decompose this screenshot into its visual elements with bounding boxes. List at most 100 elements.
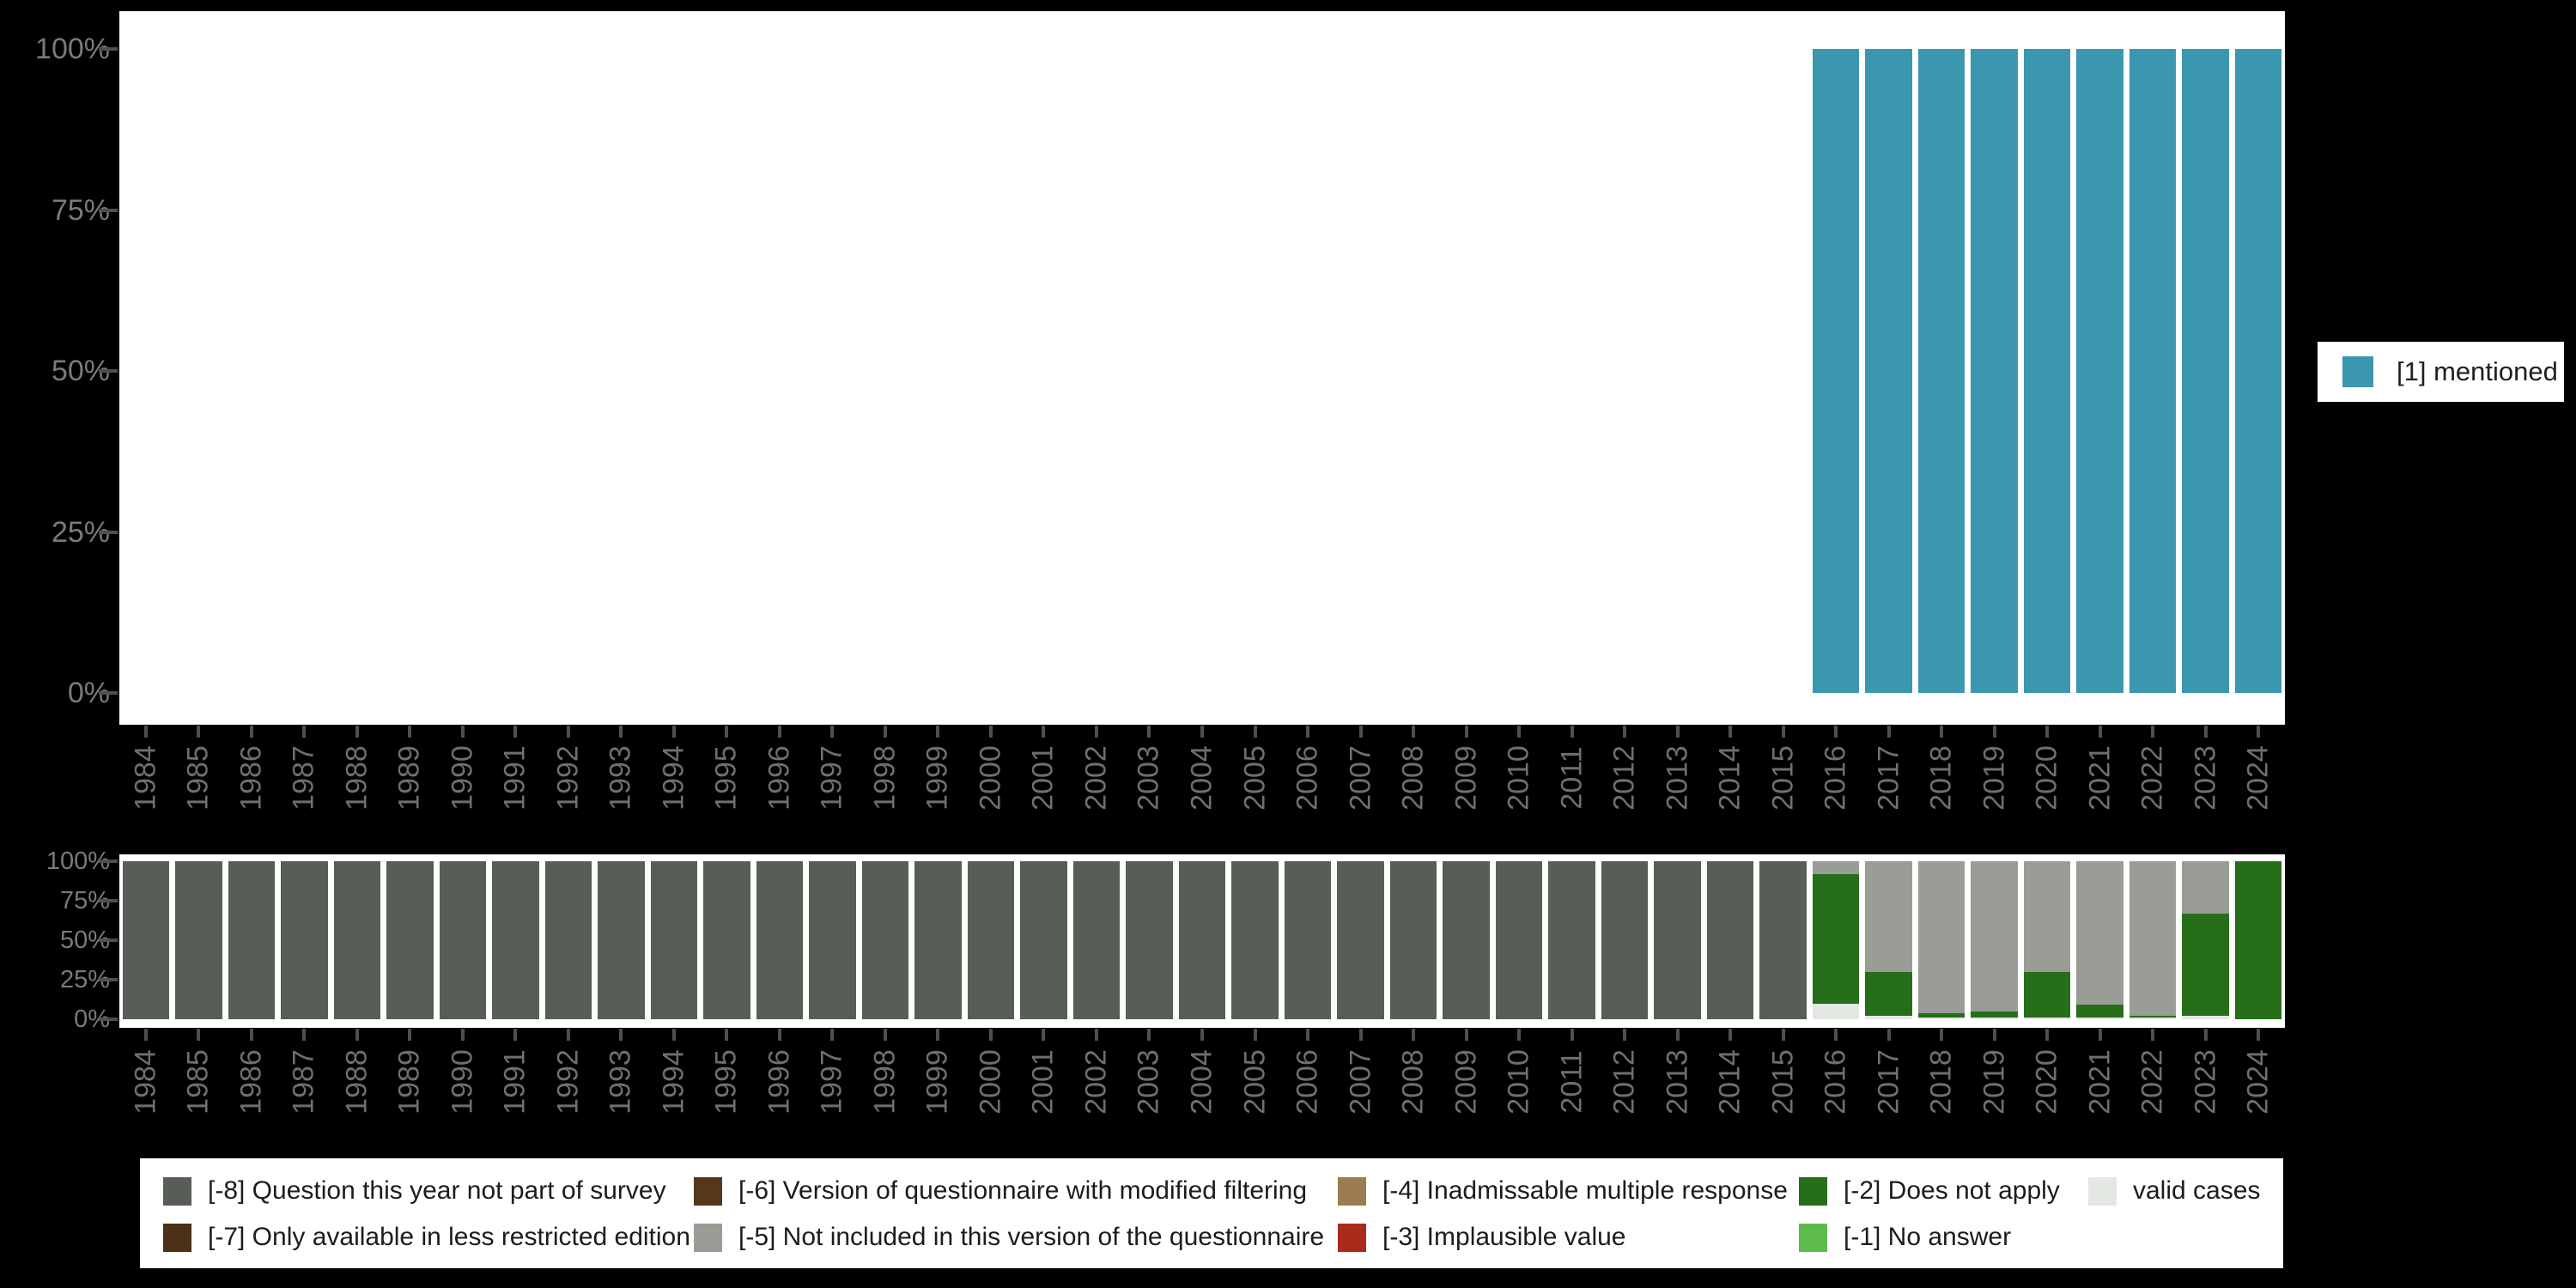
bottom-chart-bar-segment-2023 (2182, 913, 2229, 1017)
top-chart-xtick-mark (355, 726, 359, 738)
bottom-chart-xtick-mark (1517, 1029, 1522, 1041)
top-chart-year-label: 1991 (498, 745, 532, 811)
bottom-chart-xtick-mark (1834, 1029, 1838, 1041)
bottom-chart-year-label: 2006 (1291, 1049, 1324, 1115)
bottom-chart-bar-segment-1993 (598, 861, 645, 1019)
bottom-chart-bar-segment-2001 (1020, 861, 1067, 1019)
bottom-chart-bar-segment-2019 (1971, 1011, 2018, 1018)
bottom-chart-xtick-mark (2098, 1029, 2102, 1041)
top-chart-xtick-mark (460, 726, 465, 738)
top-chart-xtick-mark (1200, 726, 1204, 738)
top-chart-year-label: 2003 (1132, 745, 1165, 811)
bottom-chart-xtick-mark (1570, 1029, 1574, 1041)
top-chart-bar-segment-2016 (1812, 49, 1860, 693)
bottom-chart-ytick-mark (99, 860, 118, 863)
legend-label-minus6: [-6] Version of questionnaire with modif… (738, 1176, 1308, 1205)
top-chart-bar-segment-2021 (2076, 49, 2123, 693)
top-chart-xtick-mark (777, 726, 781, 738)
top-chart-year-label: 2007 (1344, 745, 1377, 811)
bottom-chart-year-label: 1993 (604, 1049, 637, 1115)
top-chart-xtick-mark (1094, 726, 1098, 738)
top-chart-xtick-mark (408, 726, 412, 738)
bottom-chart-xtick-mark (1147, 1029, 1151, 1041)
bottom-chart-xtick-mark (1358, 1029, 1363, 1041)
bottom-chart-bar-segment-1999 (914, 861, 962, 1019)
bottom-chart-xtick-mark (1623, 1029, 1627, 1041)
bottom-chart-ytick-mark (99, 978, 118, 981)
legend-swatch-minus4 (1338, 1177, 1366, 1206)
bottom-chart-xtick-mark (1042, 1029, 1046, 1041)
bottom-chart-year-label: 1995 (709, 1049, 743, 1115)
legend-swatch-minus1 (1799, 1224, 1827, 1252)
legend-label-minus1: [-1] No answer (1844, 1223, 2012, 1251)
bottom-chart-year-label: 2010 (1502, 1049, 1535, 1115)
top-chart-xtick-mark (249, 726, 253, 738)
top-chart-xtick-mark (725, 726, 729, 738)
bottom-chart-xtick-mark (1940, 1029, 1944, 1041)
top-chart-xtick-mark (2257, 726, 2261, 738)
bottom-chart-bar-segment-2006 (1284, 861, 1332, 1019)
bottom-chart-xtick-mark (2151, 1029, 2155, 1041)
bottom-chart-year-label: 1994 (657, 1049, 690, 1115)
bottom-chart-bar-segment-1995 (703, 861, 750, 1019)
bottom-chart-xtick-mark (988, 1029, 993, 1041)
top-chart-year-label: 1986 (234, 745, 268, 811)
legend-label-minus3: [-3] Implausible value (1382, 1223, 1626, 1251)
top-chart-year-label: 1985 (181, 745, 215, 811)
bottom-chart-bar-segment-2022 (2129, 1016, 2177, 1018)
bottom-chart-xtick-mark (408, 1029, 412, 1041)
top-chart-year-label: 2022 (2136, 745, 2169, 811)
bottom-chart-bar-segment-1987 (281, 861, 328, 1019)
bottom-chart-xtick-mark (1094, 1029, 1098, 1041)
bottom-chart-bar-segment-2019 (1971, 861, 2018, 1012)
bottom-chart-xtick-mark (249, 1029, 253, 1041)
top-chart-xtick-mark (1358, 726, 1363, 738)
top-chart-xtick-mark (883, 726, 887, 738)
bottom-chart-year-label: 2004 (1185, 1049, 1218, 1115)
bottom-chart-ytick-mark (99, 939, 118, 942)
top-chart-year-label: 2012 (1607, 745, 1641, 811)
bottom-chart-year-label: 2020 (2030, 1049, 2063, 1115)
bottom-chart-bar-segment-2020 (2023, 861, 2071, 972)
top-chart-bar-segment-2022 (2129, 49, 2177, 693)
top-chart-ytick-mark (99, 530, 118, 534)
bottom-chart-xtick-mark (197, 1029, 201, 1041)
top-chart-xtick-mark (1147, 726, 1151, 738)
top-chart-year-label: 2010 (1502, 745, 1535, 811)
bottom-chart-bar-segment-2016 (1812, 873, 1860, 1004)
top-chart-year-label: 2015 (1766, 745, 1800, 811)
top-chart-xtick-mark (1253, 726, 1257, 738)
bottom-chart-xtick-mark (777, 1029, 781, 1041)
top-chart-year-label: 2017 (1872, 745, 1905, 811)
bottom-chart-xtick-mark (1464, 1029, 1468, 1041)
bottom-chart-year-label: 1997 (815, 1049, 848, 1115)
top-chart-xtick-mark (1886, 726, 1891, 738)
bottom-chart-bar-segment-2000 (967, 861, 1015, 1019)
top-chart-year-label: 2009 (1449, 745, 1483, 811)
bottom-chart-year-label: 2015 (1766, 1049, 1800, 1115)
bottom-chart-xtick-mark (1728, 1029, 1733, 1041)
bottom-chart-bar-segment-2017 (1865, 971, 1912, 1017)
top-chart-xtick-mark (143, 726, 148, 738)
legend-swatch-valid_cases (2088, 1177, 2117, 1206)
bottom-chart-bar-segment-2018 (1917, 1012, 1965, 1018)
top-chart-year-label: 1984 (129, 745, 162, 811)
bottom-chart-year-label: 2008 (1396, 1049, 1430, 1115)
bottom-chart-xtick-mark (1200, 1029, 1204, 1041)
legend-swatch-minus6 (694, 1177, 722, 1206)
legend-label-minus4: [-4] Inadmissable multiple response (1382, 1176, 1788, 1205)
bottom-chart-xtick-mark (883, 1029, 887, 1041)
top-chart-xtick-mark (1464, 726, 1468, 738)
top-chart-year-label: 2014 (1713, 745, 1747, 811)
bottom-chart-year-label: 2017 (1872, 1049, 1905, 1115)
legend-swatch-minus5 (694, 1224, 722, 1252)
legend-swatch-minus2 (1799, 1177, 1827, 1206)
bottom-chart-bar-segment-2009 (1443, 861, 1490, 1019)
bottom-chart-bar-segment-2023 (2182, 1016, 2229, 1019)
top-chart-xtick-mark (1042, 726, 1046, 738)
bottom-chart-year-label: 1992 (551, 1049, 585, 1115)
bottom-chart-xtick-mark (1253, 1029, 1257, 1041)
top-chart-year-label: 2001 (1026, 745, 1060, 811)
legend-label-minus5: [-5] Not included in this version of the… (738, 1223, 1325, 1251)
bottom-chart-xtick-mark (725, 1029, 729, 1041)
